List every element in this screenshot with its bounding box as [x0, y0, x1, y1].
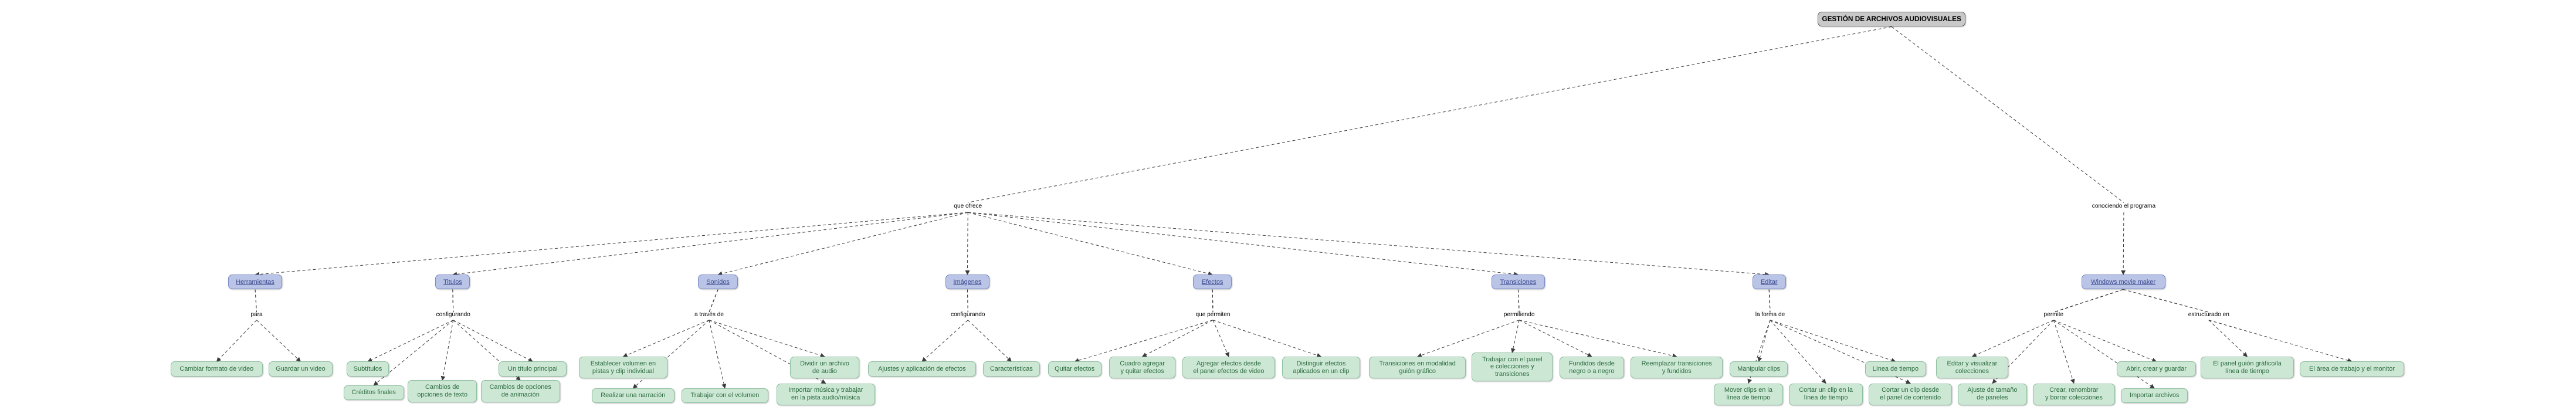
category-node: Imágenes: [945, 275, 990, 289]
node-label: Crear, renombrar y borrar colecciones: [2045, 387, 2103, 401]
node-label: Subtítulos: [354, 365, 382, 373]
leaf-node: Importar archivos: [2121, 388, 2188, 403]
category-node: Titulos: [435, 275, 470, 289]
node-label: Cortar un clip en la línea de tiempo: [1799, 387, 1853, 401]
node-label: Windows movie maker: [2091, 279, 2155, 286]
node-label: Transiciones: [1500, 279, 1537, 286]
node-label: Cambiar formato de video: [179, 365, 253, 373]
edge-label: que ofrece: [921, 203, 1015, 209]
edge-label: que permiten: [1166, 311, 1260, 318]
node-label: Mover clips en la línea de tiempo: [1724, 387, 1772, 401]
leaf-node: Cuadro agregar y quitar efectos: [1109, 357, 1175, 378]
leaf-node: Cortar un clip desde el panel de conteni…: [1869, 384, 1951, 405]
node-label: Ajuste de tamaño de paneles: [1967, 387, 2017, 401]
edge-label: configurando: [406, 311, 500, 318]
leaf-node: Manipular clips: [1730, 361, 1788, 376]
leaf-node: Un título principal: [499, 361, 567, 376]
node-label: Dividir un archivo de audio: [800, 360, 849, 375]
leaf-node: Ajustes y aplicación de efectos: [868, 361, 976, 376]
node-label: Establecer volumen en pistas y clip indi…: [591, 360, 656, 375]
node-label: Editar: [1761, 279, 1778, 286]
edge-label: a través de: [662, 311, 756, 318]
node-label: Créditos finales: [351, 389, 395, 397]
category-node: Editar: [1753, 275, 1786, 289]
node-label: Transiciones en modalidad guión gráfico: [1379, 360, 1455, 375]
leaf-node: Línea de tiempo: [1865, 361, 1926, 376]
node-label: Herramientas: [236, 279, 274, 286]
node-label: Agregar efectos desde el panel efectos d…: [1193, 360, 1264, 375]
leaf-node: Editar y visualizar colecciones: [1936, 357, 2008, 378]
edge-label: estructurado en: [2162, 311, 2256, 318]
node-label: Trabajar con el volumen: [690, 392, 759, 399]
leaf-node: Dividir un archivo de audio: [790, 357, 859, 378]
leaf-node: Mover clips en la línea de tiempo: [1714, 384, 1783, 405]
leaf-node: Quitar efectos: [1048, 361, 1101, 376]
leaf-node: Cortar un clip en la línea de tiempo: [1789, 384, 1863, 405]
edge-label: la forma de: [1723, 311, 1817, 318]
edge-label: permite: [2006, 311, 2100, 318]
leaf-node: Establecer volumen en pistas y clip indi…: [579, 357, 668, 378]
leaf-node: Ajuste de tamaño de paneles: [1958, 384, 2027, 405]
node-label: Importar archivos: [2130, 392, 2180, 399]
leaf-node: Trabajar con el volumen: [682, 388, 768, 403]
category-node: Sonidos: [698, 275, 737, 289]
node-label: Distinguir efectos aplicados en un clip: [1293, 360, 1349, 375]
leaf-node: Crear, renombrar y borrar colecciones: [2033, 384, 2115, 405]
node-label: Importar música y trabajar en la pista a…: [788, 387, 863, 401]
concept-map: que ofrece conociendo el programa para conf…: [0, 0, 2576, 410]
leaf-node: Importar música y trabajar en la pista a…: [777, 384, 875, 405]
node-label: Reemplazar transiciones y fundidos: [1642, 360, 1712, 375]
leaf-node: Reemplazar transiciones y fundidos: [1631, 357, 1723, 378]
edge-label: para: [210, 311, 304, 318]
node-label: Cambios de opciones de texto: [417, 384, 467, 398]
edge-label: conociendo el programa: [2077, 203, 2171, 209]
leaf-node: Agregar efectos desde el panel efectos d…: [1182, 357, 1275, 378]
category-node: Transiciones: [1492, 275, 1545, 289]
node-label: GESTIÓN DE ARCHIVOS AUDIOVISUALES: [1822, 15, 1961, 23]
node-label: Cambios de opciones de animación: [490, 384, 551, 398]
category-node: Windows movie maker: [2082, 275, 2165, 289]
node-label: Cortar un clip desde el panel de conteni…: [1880, 387, 1941, 401]
leaf-node: Abrir, crear y guardar: [2117, 361, 2196, 376]
leaf-node: Transiciones en modalidad guión gráfico: [1369, 357, 1466, 378]
leaf-node: Cambiar formato de video: [171, 361, 263, 376]
category-node: Herramientas: [228, 275, 283, 289]
root-node: GESTIÓN DE ARCHIVOS AUDIOVISUALES: [1818, 12, 1966, 26]
node-label: Imágenes: [953, 279, 981, 286]
node-label: Cuadro agregar y quitar efectos: [1120, 360, 1165, 375]
node-label: Editar y visualizar colecciones: [1947, 360, 1998, 375]
leaf-node: Distinguir efectos aplicados en un clip: [1282, 357, 1360, 378]
node-label: Características: [990, 365, 1033, 373]
node-label: Abrir, crear y guardar: [2126, 365, 2187, 373]
node-label: El panel guión gráfico/la línea de tiemp…: [2213, 360, 2282, 375]
leaf-node: Guardar un video: [269, 361, 333, 376]
leaf-node: El área de trabajo y el monitor: [2300, 361, 2405, 376]
leaf-node: Cambios de opciones de animación: [481, 380, 560, 402]
node-label: Ajustes y aplicación de efectos: [878, 365, 966, 373]
node-label: Efectos: [1202, 279, 1223, 286]
leaf-node: Cambios de opciones de texto: [408, 380, 477, 402]
leaf-node: El panel guión gráfico/la línea de tiemp…: [2201, 357, 2293, 378]
leaf-node: Realizar una narración: [592, 388, 674, 403]
node-label: Titulos: [443, 279, 462, 286]
node-label: Quitar efectos: [1055, 365, 1094, 373]
node-label: Línea de tiempo: [1873, 365, 1919, 373]
node-label: Trabajar con el panel e colecciones y tr…: [1482, 356, 1542, 378]
edge-label: configurando: [921, 311, 1015, 318]
leaf-node: Créditos finales: [344, 385, 404, 400]
leaf-node: Características: [983, 361, 1040, 376]
node-label: Realizar una narración: [601, 392, 665, 399]
category-node: Efectos: [1193, 275, 1232, 289]
edge-label: permitiendo: [1472, 311, 1566, 318]
node-label: Guardar un video: [276, 365, 326, 373]
node-label: Fundidos desde negro o a negro: [1569, 360, 1615, 375]
leaf-node: Subtítulos: [347, 361, 389, 376]
node-label: Manipular clips: [1737, 365, 1780, 373]
node-label: El área de trabajo y el monitor: [2309, 365, 2395, 373]
node-label: Un título principal: [508, 365, 558, 373]
node-label: Sonidos: [706, 279, 730, 286]
leaf-node: Fundidos desde negro o a negro: [1560, 357, 1623, 378]
leaf-node: Trabajar con el panel e colecciones y tr…: [1472, 353, 1553, 381]
